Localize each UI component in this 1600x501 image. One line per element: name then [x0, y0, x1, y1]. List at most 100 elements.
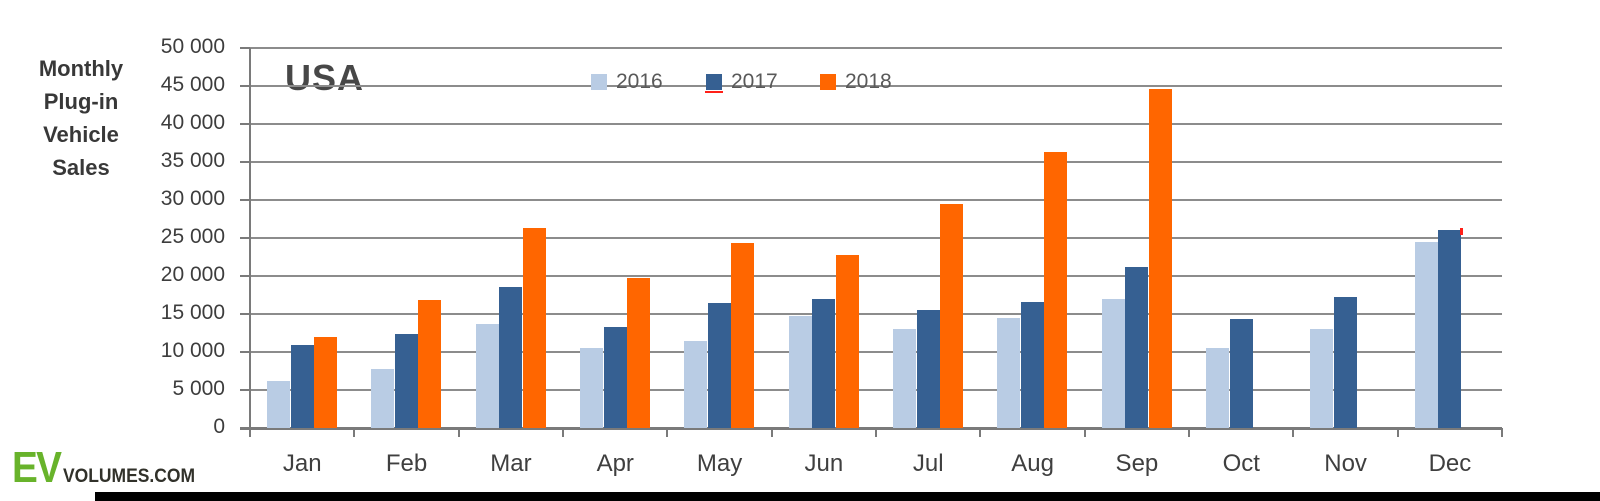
x-tick	[353, 428, 356, 438]
y-axis-title: Monthly Plug-in Vehicle Sales	[14, 52, 148, 184]
bar-2017-feb	[394, 333, 418, 429]
x-tick	[562, 428, 564, 438]
bar-2016-feb	[371, 368, 395, 429]
bar-2018-apr	[627, 278, 650, 429]
y-axis-title-line: Vehicle	[43, 122, 119, 147]
y-tick-label: 0	[213, 415, 225, 439]
y-tick	[240, 198, 250, 201]
legend-item-2016: 2016	[591, 70, 663, 94]
bar-2016-apr	[580, 348, 603, 429]
x-tick	[1501, 428, 1503, 438]
bar-2018-aug	[1044, 151, 1068, 429]
bar-2016-jul	[893, 328, 916, 429]
y-tick	[240, 122, 250, 125]
x-category-label: Feb	[385, 450, 428, 477]
legend-label: 2017	[731, 70, 778, 93]
logo-volumes-text: VOLUMES.COM	[62, 466, 195, 487]
y-tick	[240, 351, 250, 354]
bar-2018-jun	[835, 255, 859, 429]
selection-artifact-dec-bar	[1460, 228, 1463, 235]
x-tick	[770, 428, 773, 438]
bar-2016-jun	[788, 315, 812, 429]
bar-2016-aug	[997, 317, 1021, 429]
y-tick	[240, 160, 250, 163]
y-tick	[240, 275, 250, 278]
bar-2017-jan	[290, 344, 314, 429]
x-tick	[1188, 428, 1190, 438]
bar-2016-dec	[1414, 241, 1438, 429]
x-category-label: Oct	[1222, 450, 1260, 477]
bar-2018-feb	[418, 299, 442, 429]
bar-2018-mar	[522, 228, 546, 429]
x-tick	[1083, 428, 1086, 438]
x-category-label: Dec	[1428, 450, 1472, 477]
x-category-label: Jan	[282, 450, 322, 477]
legend-swatch-2017	[705, 74, 723, 93]
y-tick-label: 20 000	[160, 263, 225, 287]
chart-title: USA	[285, 57, 365, 98]
bar-2017-aug	[1020, 301, 1044, 429]
y-axis-title-line: Monthly	[38, 56, 124, 81]
x-category-label: Mar	[490, 450, 532, 477]
x-category-label: Aug	[1011, 450, 1054, 477]
x-tick	[979, 428, 982, 438]
bar-2017-dec	[1438, 229, 1462, 429]
bar-2017-oct	[1229, 319, 1253, 429]
x-tick	[457, 428, 460, 438]
legend-item-2018: 2018	[820, 70, 892, 94]
y-tick	[240, 236, 250, 239]
bar-2016-may	[684, 340, 708, 429]
x-category-label: Nov	[1324, 450, 1367, 477]
gridline	[250, 122, 1502, 125]
bar-2018-may	[731, 242, 755, 429]
gridline	[250, 46, 1502, 49]
bottom-black-bar	[95, 492, 1600, 501]
x-category-label: May	[696, 450, 743, 477]
y-tick	[240, 46, 250, 49]
x-tick	[1292, 428, 1295, 438]
bar-2018-jul	[940, 204, 963, 429]
gridline	[250, 313, 1502, 316]
bar-2018-sep	[1148, 88, 1172, 429]
y-axis-line	[249, 47, 251, 429]
bar-2017-jun	[812, 298, 836, 429]
gridline	[250, 351, 1502, 354]
y-tick-label: 15 000	[160, 301, 225, 325]
bar-2017-sep	[1125, 266, 1149, 429]
bar-2017-nov	[1333, 297, 1357, 429]
legend-label: 2018	[845, 70, 892, 93]
bar-2016-oct	[1206, 348, 1229, 429]
legend-label: 2016	[616, 70, 663, 93]
y-axis-title-line: Sales	[52, 155, 110, 180]
legend-swatch-2018	[820, 74, 836, 90]
gridline	[250, 198, 1502, 201]
legend-item-2017: 2017	[705, 70, 778, 94]
bar-2016-sep	[1101, 298, 1125, 429]
logo-ev-text: EV	[12, 443, 62, 492]
y-tick-label: 25 000	[160, 224, 225, 248]
legend-swatch-2016	[591, 74, 607, 90]
y-tick-label: 30 000	[160, 186, 225, 210]
y-tick-label: 45 000	[160, 72, 225, 96]
bar-2016-mar	[475, 324, 499, 429]
bar-2017-may	[707, 302, 731, 429]
selection-artifact-legend	[705, 91, 723, 93]
x-tick	[875, 428, 877, 438]
y-tick-label: 5 000	[172, 377, 225, 401]
x-category-label: Sep	[1115, 450, 1159, 477]
x-tick	[1396, 428, 1399, 438]
gridline	[250, 84, 1502, 87]
x-axis-line	[240, 427, 1502, 431]
y-axis-title-line: Plug-in	[43, 89, 119, 114]
x-category-label: Jun	[804, 450, 844, 477]
y-tick	[240, 389, 250, 392]
bar-2017-jul	[916, 310, 940, 429]
y-tick	[240, 84, 250, 87]
y-tick-label: 35 000	[160, 148, 225, 172]
gridline	[250, 275, 1502, 278]
gridline	[250, 160, 1502, 163]
gridline	[250, 389, 1502, 392]
bar-2017-apr	[603, 327, 627, 429]
x-category-label: Apr	[596, 450, 634, 477]
